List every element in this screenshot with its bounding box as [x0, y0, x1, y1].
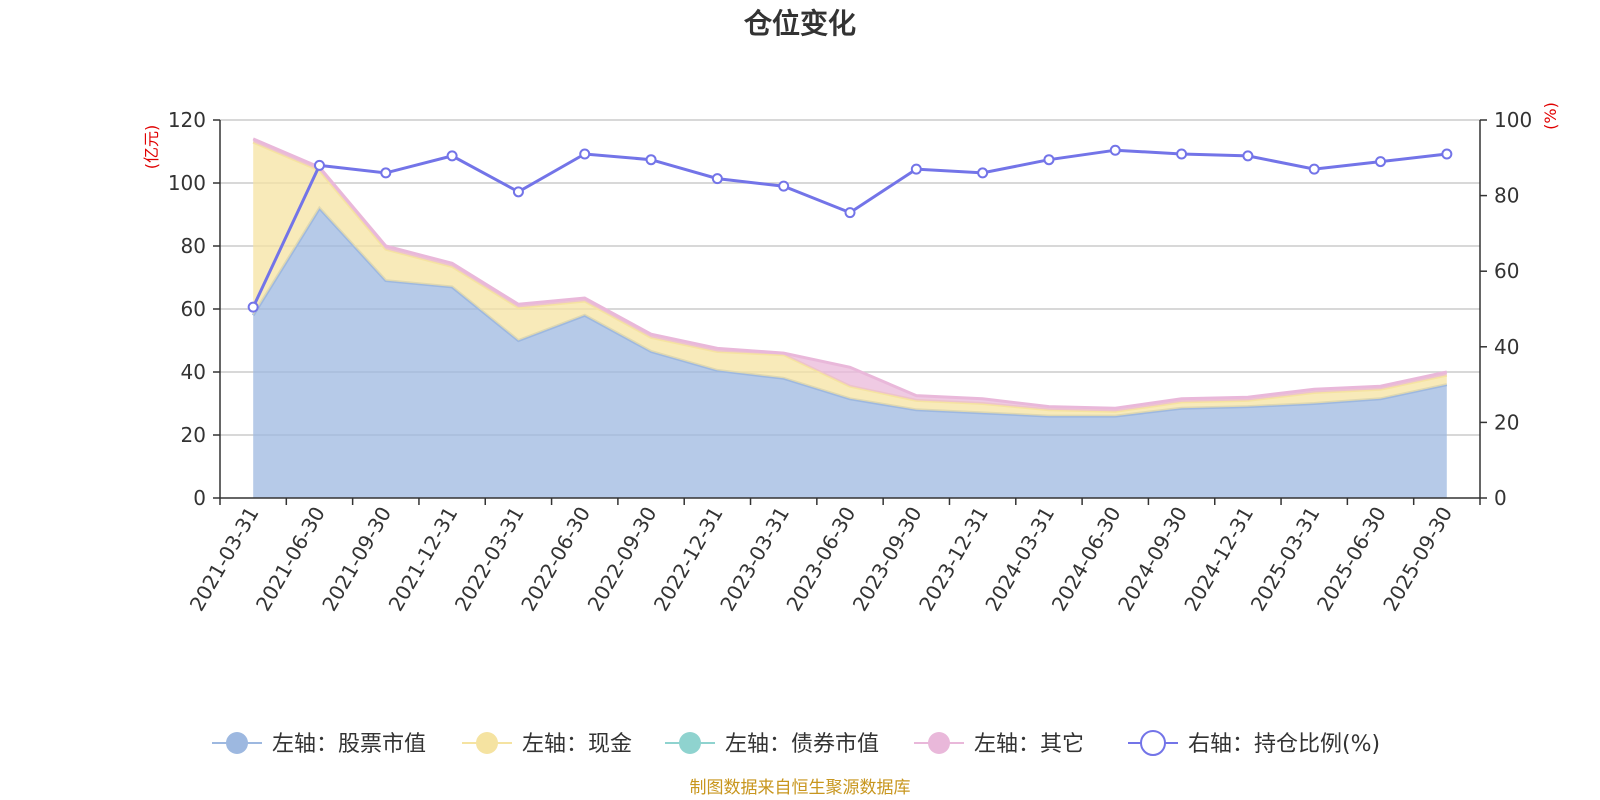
x-tick-label: 2022-09-30 [583, 503, 662, 616]
ratio-point [711, 173, 723, 185]
left-tick-label: 40 [181, 360, 206, 384]
legend: 左轴：股票市值 左轴：现金 左轴：债券市值 左轴：其它 右轴：持仓比例(%) [212, 730, 1380, 757]
stacked-areas [251, 137, 1448, 498]
ratio-point [247, 301, 259, 313]
holding-ratio-series [247, 144, 1453, 313]
x-tick-label: 2025-06-30 [1312, 503, 1391, 616]
x-tick-label: 2021-06-30 [251, 503, 330, 616]
legend-label: 左轴：现金 [522, 732, 632, 757]
legend-label: 右轴：持仓比例(%) [1188, 732, 1380, 757]
legend-label: 左轴：债券市值 [725, 732, 879, 757]
right-tick-label: 100 [1494, 108, 1532, 132]
left-tick-label: 60 [181, 297, 206, 321]
left-tick-label: 100 [168, 171, 206, 195]
legend-marker [679, 732, 701, 754]
x-tick-label: 2021-09-30 [317, 503, 396, 616]
ratio-point [1109, 144, 1121, 156]
left-axis-unit: (亿元) [142, 125, 161, 170]
ratio-point [910, 163, 922, 175]
x-tick-label: 2022-06-30 [516, 503, 595, 616]
ratio-point [844, 207, 856, 219]
right-tick-label: 20 [1494, 410, 1519, 434]
x-tick-label: 2021-12-31 [384, 503, 463, 616]
ratio-point [1043, 154, 1055, 166]
right-tick-label: 60 [1494, 259, 1519, 283]
ratio-point [446, 150, 458, 162]
x-tick-label: 2021-03-31 [185, 503, 264, 616]
x-tick-label: 2022-12-31 [649, 503, 728, 616]
x-tick-label: 2023-12-31 [914, 503, 993, 616]
chart-title: 仓位变化 [744, 7, 856, 40]
x-tick-label: 2024-03-31 [980, 503, 1059, 616]
x-tick-label: 2025-03-31 [1246, 503, 1325, 616]
left-tick-label: 80 [181, 234, 206, 258]
ratio-point [778, 180, 790, 192]
x-tick-label: 2024-06-30 [1047, 503, 1126, 616]
ratio-point [1441, 148, 1453, 160]
legend-label: 左轴：其它 [974, 732, 1084, 757]
legend-label: 左轴：股票市值 [272, 732, 426, 757]
area-line-左轴：其它 [252, 137, 1448, 410]
x-tick-label: 2024-09-30 [1113, 503, 1192, 616]
legend-marker [1140, 730, 1166, 756]
x-tick-label: 2023-06-30 [781, 503, 860, 616]
ratio-point [1375, 156, 1387, 168]
source-note: 制图数据来自恒生聚源数据库 [690, 778, 911, 798]
x-tick-label: 2023-09-30 [848, 503, 927, 616]
x-tick-label: 2024-12-31 [1179, 503, 1258, 616]
legend-marker [476, 732, 498, 754]
right-tick-label: 40 [1494, 335, 1519, 359]
left-tick-label: 0 [193, 486, 206, 510]
right-axis-unit: (%) [1541, 102, 1560, 130]
ratio-point [380, 167, 392, 179]
ratio-point [313, 159, 325, 171]
legend-marker [928, 732, 950, 754]
left-tick-label: 120 [168, 108, 206, 132]
ratio-point [1308, 163, 1320, 175]
left-tick-label: 20 [181, 423, 206, 447]
x-tick-label: 2022-03-31 [450, 503, 529, 616]
ratio-point [645, 154, 657, 166]
ratio-point [1176, 148, 1188, 160]
ratio-point [977, 167, 989, 179]
x-tick-label: 2025-09-30 [1378, 503, 1457, 616]
right-tick-label: 0 [1494, 486, 1507, 510]
legend-marker [226, 732, 248, 754]
ratio-point [579, 148, 591, 160]
right-tick-label: 80 [1494, 184, 1519, 208]
x-tick-label: 2023-03-31 [715, 503, 794, 616]
ratio-point [1242, 150, 1254, 162]
area-左轴：股票市值 [253, 208, 1447, 498]
ratio-point [512, 186, 524, 198]
